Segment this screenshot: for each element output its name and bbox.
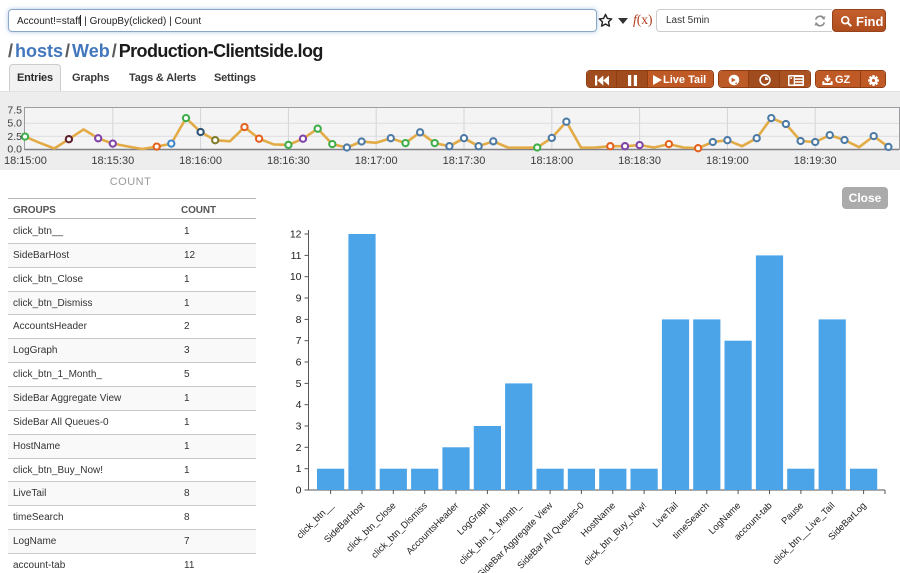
svg-text:7.5: 7.5 (7, 105, 22, 117)
svg-text:1: 1 (296, 463, 302, 475)
svg-text:18:15:30: 18:15:30 (91, 155, 134, 167)
svg-text:0: 0 (296, 485, 302, 497)
svg-text:8: 8 (296, 314, 302, 326)
svg-text:click_btn_Dismiss: click_btn_Dismiss (369, 499, 430, 560)
svg-text:18:19:30: 18:19:30 (794, 155, 837, 167)
svg-text:3: 3 (296, 421, 302, 433)
svg-text:9: 9 (296, 293, 302, 305)
svg-text:11: 11 (291, 250, 302, 262)
svg-text:7: 7 (296, 335, 302, 347)
svg-text:5.0: 5.0 (7, 118, 22, 130)
svg-text:18:17:30: 18:17:30 (443, 155, 486, 167)
svg-text:4: 4 (296, 399, 302, 411)
svg-text:18:15:00: 18:15:00 (4, 155, 47, 167)
svg-text:18:16:00: 18:16:00 (179, 155, 222, 167)
svg-text:18:16:30: 18:16:30 (267, 155, 310, 167)
svg-text:5: 5 (296, 378, 302, 390)
svg-text:12: 12 (290, 229, 302, 241)
svg-text:18:17:00: 18:17:00 (355, 155, 398, 167)
svg-text:18:18:00: 18:18:00 (530, 155, 573, 167)
svg-text:Pause: Pause (779, 500, 806, 527)
svg-text:LiveTail: LiveTail (650, 500, 680, 530)
svg-text:2: 2 (296, 442, 302, 454)
svg-text:0.0: 0.0 (7, 144, 22, 156)
svg-text:18:19:00: 18:19:00 (706, 155, 749, 167)
svg-text:10: 10 (290, 271, 302, 283)
svg-text:18:18:30: 18:18:30 (618, 155, 661, 167)
svg-text:2.5: 2.5 (7, 131, 22, 143)
svg-text:6: 6 (296, 357, 302, 369)
